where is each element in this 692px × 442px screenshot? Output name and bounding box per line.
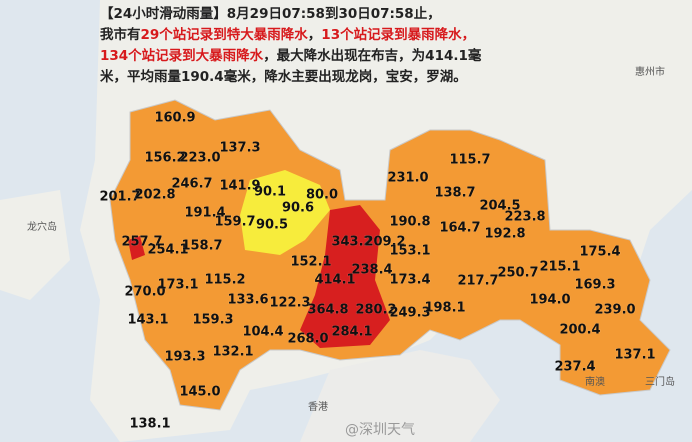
station-rainfall: 238.4: [351, 263, 392, 278]
highlight: 13个站记录到暴雨降水，: [321, 27, 476, 43]
station-rainfall: 201.7: [99, 190, 140, 205]
station-rainfall: 280.2: [355, 303, 396, 318]
station-rainfall: 191.4: [184, 206, 225, 221]
station-rainfall: 414.1: [314, 273, 355, 288]
station-rainfall: 270.0: [124, 285, 165, 300]
station-rainfall: 153.1: [389, 244, 430, 259]
station-rainfall: 175.4: [579, 245, 620, 260]
station-rainfall: 257.7: [121, 235, 162, 250]
text: 我市有: [100, 27, 141, 43]
station-rainfall: 141.9: [219, 179, 260, 194]
station-rainfall: 193.3: [164, 350, 205, 365]
station-rainfall: 343.2: [331, 235, 372, 250]
station-rainfall: 115.7: [449, 153, 490, 168]
station-rainfall: 90.1: [254, 185, 286, 200]
station-rainfall: 217.7: [457, 274, 498, 289]
station-rainfall: 250.7: [497, 266, 538, 281]
text: ，: [307, 27, 322, 43]
station-rainfall: 159.7: [214, 215, 255, 230]
station-rainfall: 254.1: [147, 243, 188, 258]
header-line: 米，平均雨量190.4毫米，降水主要出现龙岗，宝安，罗湖。: [100, 69, 467, 85]
station-rainfall: 231.0: [387, 171, 428, 186]
station-rainfall: 90.5: [256, 218, 288, 233]
station-rainfall: 160.9: [154, 111, 195, 126]
rain-zone-yellow: [240, 170, 330, 255]
station-rainfall: 246.7: [171, 177, 212, 192]
station-rainfall: 223.8: [504, 210, 545, 225]
highlight: 134个站记录到大暴雨降水: [100, 48, 264, 64]
rain-zone-red: [300, 205, 390, 348]
place-label: 南澳: [585, 375, 605, 388]
station-rainfall: 156.2: [144, 151, 185, 166]
station-rainfall: 133.6: [227, 293, 268, 308]
station-rainfall: 223.0: [179, 151, 220, 166]
station-rainfall: 137.1: [614, 348, 655, 363]
watermark: @深圳天气: [345, 422, 415, 438]
station-rainfall: 194.0: [529, 293, 570, 308]
station-rainfall: 122.3: [269, 296, 310, 311]
station-rainfall: 138.1: [129, 417, 170, 432]
station-rainfall: 164.7: [439, 221, 480, 236]
station-rainfall: 192.8: [484, 227, 525, 242]
station-rainfall: 90.6: [282, 201, 314, 216]
place-label: 香港: [308, 401, 328, 413]
station-rainfall: 200.4: [559, 323, 600, 338]
header-line: 134个站记录到大暴雨降水，最大降水出现在布吉，为414.1毫: [100, 46, 620, 67]
place-label: 惠州市: [635, 65, 665, 78]
station-rainfall: 198.1: [424, 301, 465, 316]
land-west: [0, 190, 70, 300]
station-rainfall: 159.3: [192, 313, 233, 328]
station-rainfall: 169.3: [574, 278, 615, 293]
station-rainfall: 158.7: [181, 239, 222, 254]
station-rainfall: 249.3: [389, 306, 430, 321]
header: 【24小时滑动雨量】8月29日07:58到30日07:58止， 我市有29个站记…: [100, 4, 620, 88]
station-rainfall: 190.8: [389, 215, 430, 230]
station-rainfall: 204.5: [479, 199, 520, 214]
station-rainfall: 364.8: [307, 303, 348, 318]
land-hk: [300, 350, 500, 442]
station-rainfall: 132.1: [212, 345, 253, 360]
station-rainfall: 237.4: [554, 360, 595, 375]
station-rainfall: 152.1: [290, 255, 331, 270]
station-rainfall: 268.0: [287, 332, 328, 347]
station-rainfall: 143.1: [127, 313, 168, 328]
station-rainfall: 284.1: [331, 325, 372, 340]
station-rainfall: 115.2: [204, 273, 245, 288]
station-rainfall: 173.1: [157, 278, 198, 293]
header-line: 【24小时滑动雨量】8月29日07:58到30日07:58止，: [100, 6, 441, 22]
station-rainfall: 215.1: [539, 260, 580, 275]
station-rainfall: 173.4: [389, 273, 430, 288]
rain-zone-orange: [109, 99, 671, 411]
highlight: 29个站记录到特大暴雨降水: [140, 27, 308, 43]
place-label: 龙穴岛: [27, 220, 57, 233]
station-rainfall: 202.8: [134, 188, 175, 203]
header-line: 我市有29个站记录到特大暴雨降水，13个站记录到暴雨降水，: [100, 25, 620, 46]
place-label: 三门岛: [645, 375, 675, 388]
station-rainfall: 239.0: [594, 303, 635, 318]
station-rainfall: 138.7: [434, 186, 475, 201]
station-rainfall: 104.4: [242, 325, 283, 340]
station-rainfall: 80.0: [306, 188, 338, 203]
station-rainfall: 209.2: [364, 235, 405, 250]
rain-zone-red: [128, 236, 145, 260]
station-rainfall: 145.0: [179, 385, 220, 400]
station-rainfall: 137.3: [219, 141, 260, 156]
text: ，最大降水出现在布吉，为414.1毫: [263, 48, 482, 64]
